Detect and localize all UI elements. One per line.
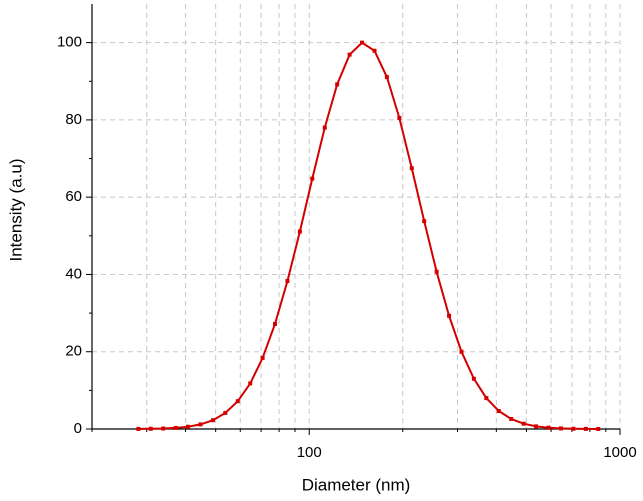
data-point <box>297 229 302 234</box>
data-point <box>471 376 476 381</box>
data-point <box>347 52 352 57</box>
data-point <box>384 75 389 80</box>
data-point <box>161 426 166 431</box>
data-point <box>484 396 489 401</box>
data-point <box>434 269 439 274</box>
data-point <box>335 82 340 87</box>
data-point <box>185 424 190 429</box>
data-point <box>509 416 514 421</box>
data-point <box>496 408 501 413</box>
data-point <box>310 176 315 181</box>
data-point <box>322 125 327 130</box>
data-point <box>596 426 601 431</box>
data-point <box>173 425 178 430</box>
data-point <box>248 381 253 386</box>
data-point <box>409 166 414 171</box>
data-point <box>397 115 402 120</box>
data-point <box>521 421 526 426</box>
data-point <box>235 399 240 404</box>
data-point <box>136 426 141 431</box>
data-point <box>360 40 365 45</box>
x-tick-label: 1000 <box>603 444 636 461</box>
data-point <box>260 355 265 360</box>
data-point <box>223 410 228 415</box>
y-tick-label: 80 <box>65 111 82 128</box>
data-point <box>447 313 452 318</box>
x-axis-title: Diameter (nm) <box>302 475 411 494</box>
data-point <box>148 426 153 431</box>
data-point <box>534 424 539 429</box>
y-tick-label: 100 <box>57 34 82 51</box>
data-point <box>285 279 290 284</box>
y-tick-label: 40 <box>65 265 82 282</box>
x-tick-label: 100 <box>297 444 322 461</box>
data-line <box>138 41 599 430</box>
y-tick-label: 20 <box>65 343 82 360</box>
data-point <box>210 418 215 423</box>
y-axis-title: Intensity (a.u) <box>6 159 25 262</box>
data-point <box>558 426 563 431</box>
data-point <box>272 321 277 326</box>
y-tick-label: 60 <box>65 188 82 205</box>
data-point <box>583 426 588 431</box>
y-tick-label: 0 <box>74 420 82 437</box>
data-point <box>459 349 464 354</box>
data-point <box>422 219 427 224</box>
data-point <box>372 48 377 53</box>
data-point <box>546 425 551 430</box>
data-point <box>198 422 203 427</box>
data-point <box>571 426 576 431</box>
